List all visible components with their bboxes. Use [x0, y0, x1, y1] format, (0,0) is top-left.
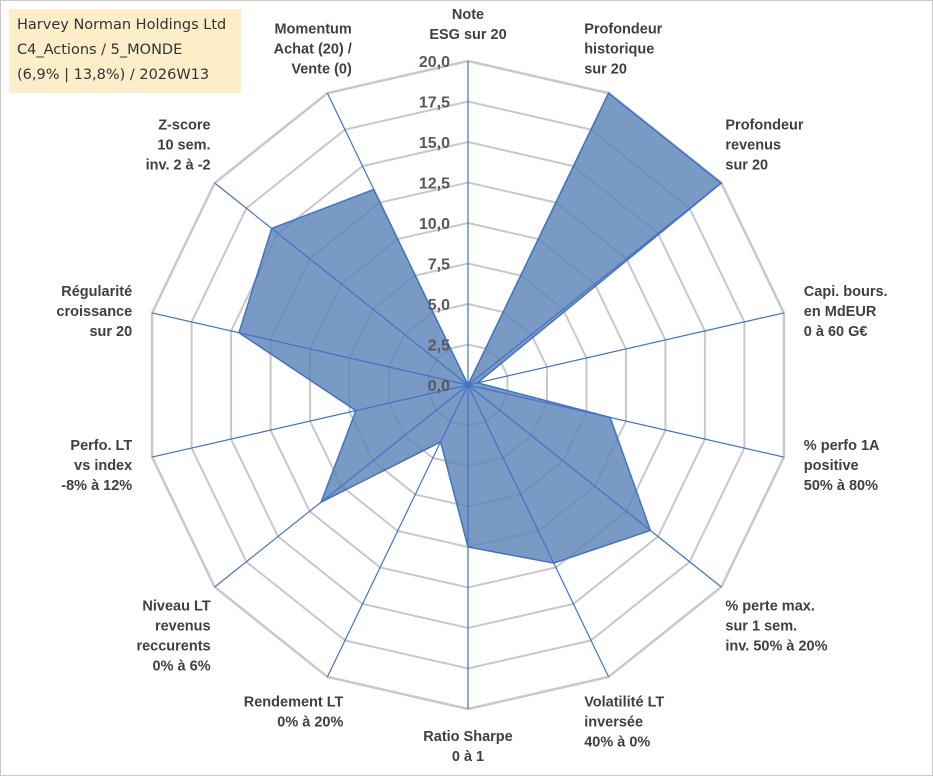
axis-label-line: 50% à 80%	[804, 478, 878, 494]
axis-label-line: Momentum	[274, 21, 351, 37]
axis-label-line: sur 20	[725, 157, 768, 173]
axis-label-line: ESG sur 20	[429, 27, 506, 43]
axis-label: Note ESG sur 20	[429, 7, 506, 43]
tick-label: 10,0	[419, 216, 450, 233]
axis-spoke	[214, 384, 469, 588]
axis-spoke	[214, 182, 469, 386]
axis-label-line: inv. 2 à -2	[146, 157, 211, 173]
axis-label-line: historique	[584, 41, 654, 57]
axis-label-line: Niveau LT	[142, 599, 210, 615]
axis-label-line: revenus	[725, 137, 781, 153]
axis-label-line: reccurents	[136, 639, 210, 655]
axis-label: Ratio Sharpe 0 à 1	[423, 729, 512, 765]
axis-label: % perfo 1A positive 50% à 80%	[804, 438, 880, 494]
axis-label-line: sur 20	[89, 324, 132, 340]
tick-label: 5,0	[428, 297, 450, 314]
axis-label-line: Ratio Sharpe	[423, 729, 512, 745]
axis-label: Z-score 10 sem. inv. 2 à -2	[146, 117, 211, 173]
info-period: (6,9% | 13,8%) / 2026W13	[17, 67, 210, 83]
axis-label-line: sur 20	[584, 61, 627, 77]
axis-label-line: Achat (20) /	[274, 41, 352, 57]
axis-label-line: -8% à 12%	[61, 478, 132, 494]
axis-label: Profondeur historique sur 20	[584, 21, 662, 77]
axis-label: Perfo. LT vs index -8% à 12%	[61, 438, 132, 494]
axis-label-line: sur 1 sem.	[725, 619, 797, 635]
axis-label-line: Profondeur	[584, 21, 662, 37]
radial-tick-labels: 0,0 2,5 5,0 7,5 10,0 12,5 15,0 17,5 20,0	[419, 54, 450, 395]
tick-label: 12,5	[419, 176, 450, 193]
tick-label: 2,5	[428, 338, 450, 355]
axis-label-line: Vente (0)	[291, 61, 352, 77]
axis-label-line: Profondeur	[725, 117, 803, 133]
axis-label-line: 40% à 0%	[584, 735, 650, 751]
axis-label-line: 10 sem.	[157, 137, 210, 153]
axis-label: Régularité croissance sur 20	[56, 284, 132, 340]
axis-label-line: inv. 50% à 20%	[725, 639, 827, 655]
axis-label-line: 0 à 60 G€	[804, 324, 868, 340]
axis-labels: Note ESG sur 20 Profondeur historique sur 20…	[56, 7, 887, 765]
axis-label-line: en MdEUR	[804, 304, 877, 320]
axis-label-line: % perte max.	[725, 599, 814, 615]
axis-label-line: 0 à 1	[452, 749, 484, 765]
axis-label-line: % perfo 1A	[804, 438, 880, 454]
axis-label-line: revenus	[155, 619, 211, 635]
axis-label: Rendement LT 0% à 20%	[244, 695, 344, 731]
axis-label: % perte max. sur 1 sem. inv. 50% à 20%	[725, 599, 827, 655]
axis-label-line: Capi. bours.	[804, 284, 888, 300]
axis-spoke	[151, 384, 469, 458]
tick-label: 15,0	[419, 135, 450, 152]
tick-label: 7,5	[428, 257, 450, 274]
axis-label-line: Régularité	[61, 284, 132, 300]
axis-label-line: croissance	[56, 304, 132, 320]
axis-spoke	[467, 92, 610, 386]
axis-label-line: vs index	[74, 458, 132, 474]
info-category: C4_Actions / 5_MONDE	[17, 42, 183, 58]
axis-label-line: 0% à 6%	[153, 659, 211, 675]
tick-label: 17,5	[419, 95, 450, 112]
axis-label: Profondeur revenus sur 20	[725, 117, 803, 173]
axis-label-line: Rendement LT	[244, 695, 344, 711]
info-title: Harvey Norman Holdings Ltd	[17, 17, 227, 33]
series-area	[238, 91, 723, 564]
axis-spoke	[467, 312, 785, 386]
axis-spoke	[151, 312, 469, 386]
axis-label-line: positive	[804, 458, 859, 474]
axis-label-line: 0% à 20%	[277, 715, 343, 731]
axis-spoke	[467, 384, 785, 458]
axis-label-line: inversée	[584, 715, 643, 731]
axis-label-line: Volatilité LT	[584, 695, 664, 711]
axis-label: Momentum Achat (20) / Vente (0)	[274, 21, 352, 77]
axis-label-line: Perfo. LT	[70, 438, 132, 454]
info-box: Harvey Norman Holdings Ltd C4_Actions / …	[9, 9, 241, 93]
axis-label: Capi. bours. en MdEUR 0 à 60 G€	[804, 284, 888, 340]
axis-spoke	[326, 92, 469, 386]
axis-label-line: Z-score	[158, 117, 210, 133]
axis-label: Niveau LT revenus reccurents 0% à 6%	[136, 599, 210, 675]
tick-label: 20,0	[419, 54, 450, 71]
axis-spoke	[467, 384, 722, 588]
axis-label: Volatilité LT inversée 40% à 0%	[584, 695, 664, 751]
axis-spoke	[467, 384, 610, 678]
axis-spoke	[326, 384, 469, 678]
radar-series	[151, 61, 785, 709]
axis-label-line: Note	[452, 7, 484, 23]
tick-label: 0,0	[428, 378, 450, 395]
axis-spoke	[467, 182, 722, 386]
